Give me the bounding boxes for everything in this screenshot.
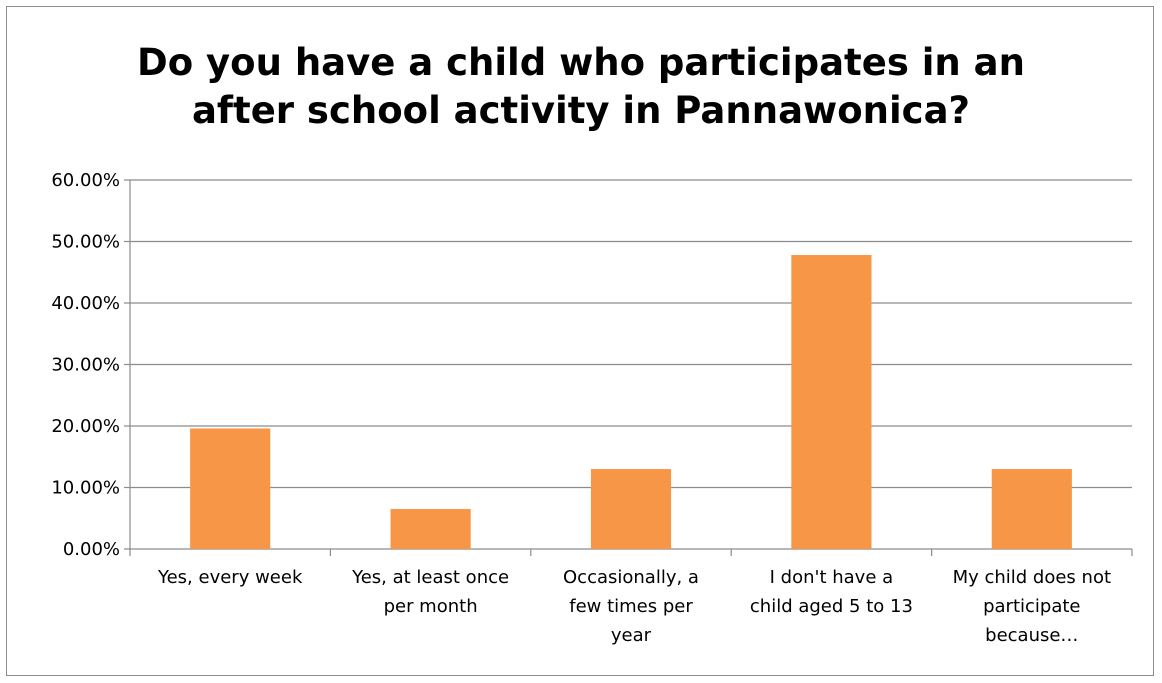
x-category-label-0-line-0: Yes, every week xyxy=(157,567,303,588)
y-tick-label-3: 30.00% xyxy=(51,355,120,376)
bar-0 xyxy=(190,428,271,549)
chart-title-line-1: Do you have a child who participates in … xyxy=(137,41,1025,84)
x-category-label-1-line-0: Yes, at least once xyxy=(351,567,509,588)
y-tick-label-1: 10.00% xyxy=(51,478,120,499)
x-category-label-2-line-0: Occasionally, a xyxy=(563,567,699,588)
chart-title: Do you have a child who participates in … xyxy=(7,39,1155,135)
bar-2 xyxy=(590,469,672,549)
y-tick-label-5: 50.00% xyxy=(51,232,120,253)
bar-1 xyxy=(390,509,471,549)
bar-4 xyxy=(991,469,1072,549)
chart-frame: Do you have a child who participates in … xyxy=(6,6,1154,676)
x-category-label-4-line-0: My child does not xyxy=(953,567,1111,588)
x-category-label-2-line-1: few times per xyxy=(569,596,693,617)
bar-3 xyxy=(791,255,872,549)
x-category-label-1-line-1: per month xyxy=(384,596,478,617)
x-category-label-2-line-2: year xyxy=(611,625,652,646)
y-tick-label-0: 0.00% xyxy=(63,539,120,560)
x-category-label-3-line-1: child aged 5 to 13 xyxy=(750,596,913,617)
chart-title-line-2: after school activity in Pannawonica? xyxy=(191,89,971,132)
y-tick-label-2: 20.00% xyxy=(51,416,120,437)
x-category-label-4-line-2: because… xyxy=(985,625,1078,646)
x-category-label-3-line-0: I don't have a xyxy=(770,567,894,588)
y-tick-label-4: 40.00% xyxy=(51,293,120,314)
y-tick-label-6: 60.00% xyxy=(51,170,120,191)
x-category-label-4-line-1: participate xyxy=(983,596,1080,617)
